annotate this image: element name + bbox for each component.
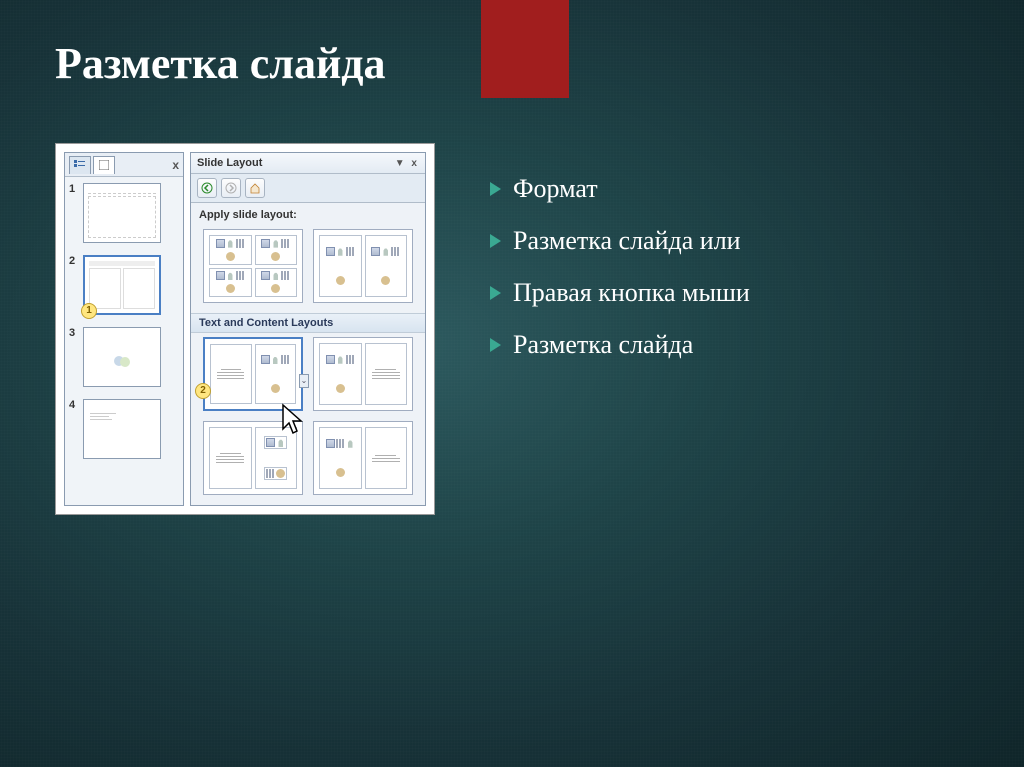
- bullet-marker-icon: [490, 286, 501, 300]
- bullet-text: Формат: [513, 163, 598, 215]
- layout-option[interactable]: [313, 337, 413, 411]
- taskpane-title: Slide Layout: [197, 157, 262, 169]
- layout-option[interactable]: [203, 229, 303, 303]
- dropdown-chevron-icon[interactable]: ⌄: [299, 374, 309, 388]
- back-button[interactable]: [197, 178, 217, 198]
- thumbnail-number: 4: [69, 399, 79, 459]
- bullet-text: Правая кнопка мыши: [513, 267, 750, 319]
- layout-options-grid-2: ⌄: [191, 333, 425, 505]
- home-button[interactable]: [245, 178, 265, 198]
- thumbnail-number: 1: [69, 183, 79, 243]
- thumbnail-number: 2: [69, 255, 79, 315]
- layout-option[interactable]: [313, 421, 413, 495]
- slide-thumbnails-pane: x 1 2: [64, 152, 184, 506]
- page-title: Разметка слайда: [55, 38, 386, 89]
- screenshot-panel: x 1 2: [55, 143, 435, 515]
- thumbnail-item[interactable]: 4: [69, 399, 179, 459]
- bullet-marker-icon: [490, 338, 501, 352]
- thumbnail-number: 3: [69, 327, 79, 387]
- accent-block: [481, 0, 569, 98]
- thumbnail-preview: [83, 183, 161, 243]
- taskpane-header: Slide Layout ▼ x: [191, 153, 425, 174]
- bullet-item: Формат: [490, 163, 750, 215]
- bullet-item: Правая кнопка мыши: [490, 267, 750, 319]
- thumbnail-item[interactable]: 2 1: [69, 255, 179, 315]
- taskpane-controls-icon[interactable]: ▼ x: [395, 158, 419, 169]
- layout-option[interactable]: [313, 229, 413, 303]
- slide-layout-taskpane: Slide Layout ▼ x Apply slide layout:: [190, 152, 426, 506]
- forward-button[interactable]: [221, 178, 241, 198]
- outline-tab[interactable]: [69, 156, 91, 174]
- bullet-text: Разметка слайда: [513, 319, 693, 371]
- slides-tab[interactable]: [93, 156, 115, 174]
- layout-option[interactable]: [203, 421, 303, 495]
- layout-options-grid: [191, 225, 425, 313]
- bullet-marker-icon: [490, 182, 501, 196]
- apply-layout-label: Apply slide layout:: [191, 203, 425, 225]
- text-content-layouts-label: Text and Content Layouts: [191, 313, 425, 333]
- bullet-text: Разметка слайда или: [513, 215, 741, 267]
- annotation-badge-1: 1: [81, 303, 97, 319]
- bullet-item: Разметка слайда: [490, 319, 750, 371]
- layout-option[interactable]: ⌄: [203, 337, 303, 411]
- bullet-item: Разметка слайда или: [490, 215, 750, 267]
- thumbnail-item[interactable]: 3: [69, 327, 179, 387]
- taskpane-nav: [191, 174, 425, 203]
- thumbnail-tabs: x: [65, 153, 183, 177]
- thumbnail-item[interactable]: 1: [69, 183, 179, 243]
- thumbnail-preview: [83, 327, 161, 387]
- close-thumbnails-icon[interactable]: x: [172, 158, 179, 172]
- thumbnail-preview: [83, 399, 161, 459]
- annotation-badge-2: 2: [195, 383, 211, 399]
- bullet-marker-icon: [490, 234, 501, 248]
- thumbnail-list: 1 2: [65, 177, 183, 477]
- bullet-list: Формат Разметка слайда или Правая кнопка…: [490, 143, 750, 371]
